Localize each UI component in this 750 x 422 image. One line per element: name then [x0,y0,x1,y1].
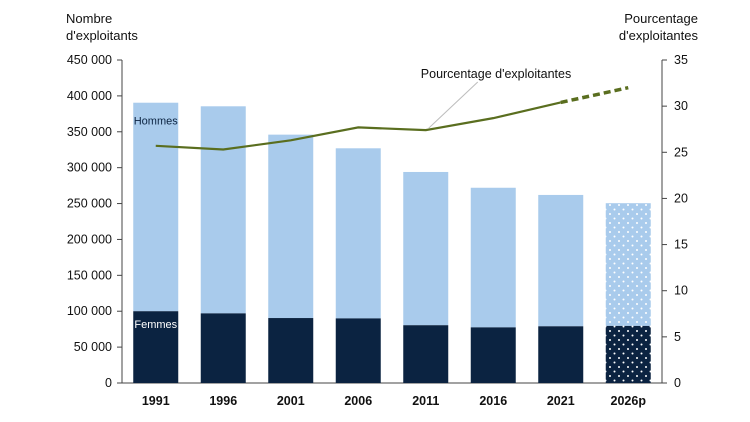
y-tick-label-right: 10 [674,284,688,298]
x-tick-label: 1996 [209,394,237,408]
y-tick-label-left: 0 [105,376,112,390]
annotation-leader-line [428,81,479,129]
bar-hommes-2016 [470,187,516,328]
bar-hommes-1991 [133,102,179,312]
bar-femmes-1996 [200,313,246,383]
x-tick-label: 2006 [344,394,372,408]
bar-femmes-2016 [470,327,516,383]
y-tick-label-left: 350 000 [67,125,112,139]
y-axis-title-right: Pourcentage d'exploitantes [618,11,698,43]
x-tick-label: 2016 [479,394,507,408]
line-pourcentage-actual [155,101,561,151]
bar-hommes-2006 [335,148,381,319]
bar-hommes-2001 [268,134,314,319]
annotation-label: Pourcentage d'exploitantes [421,67,571,81]
y-tick-label-left: 400 000 [67,89,112,103]
y-tick-label-left: 150 000 [67,268,112,282]
bar-hommes-2011 [403,171,449,326]
y-tick-label-right: 25 [674,145,688,159]
bar-femmes-2011 [403,325,449,383]
bar-hommes-1996 [200,106,246,314]
y-tick-label-right: 35 [674,53,688,67]
y-tick-label-left: 100 000 [67,304,112,318]
bar-femmes-2021 [538,326,584,383]
y-tick-label-left: 200 000 [67,232,112,246]
y-tick-label-left: 300 000 [67,161,112,175]
y-tick-label-right: 20 [674,191,688,205]
series-label-femmes: Femmes [134,319,177,331]
series-label-hommes: Hommes [134,116,179,128]
bar-femmes-2001 [268,318,314,383]
x-tick-label: 1991 [142,394,170,408]
x-tick-label: 2026p [611,394,647,408]
bar-femmes-2026p [605,325,651,383]
y-tick-label-right: 30 [674,99,688,113]
y-tick-label-right: 15 [674,238,688,252]
line-pourcentage-projected [560,85,629,105]
bar-femmes-1991 [133,311,179,383]
y-tick-label-left: 50 000 [74,340,112,354]
bar-hommes-2021 [538,194,584,327]
bar-hommes-2026p [605,203,651,326]
y-tick-label-left: 450 000 [67,53,112,67]
y-tick-label-right: 0 [674,376,681,390]
bar-femmes-2006 [335,318,381,383]
x-tick-label: 2011 [412,394,439,408]
x-tick-label: 2021 [547,394,575,408]
y-axis-title-left: Nombre d'exploitants [66,11,138,43]
x-tick-label: 2001 [277,394,305,408]
y-tick-label-left: 250 000 [67,197,112,211]
y-tick-label-right: 5 [674,330,681,344]
